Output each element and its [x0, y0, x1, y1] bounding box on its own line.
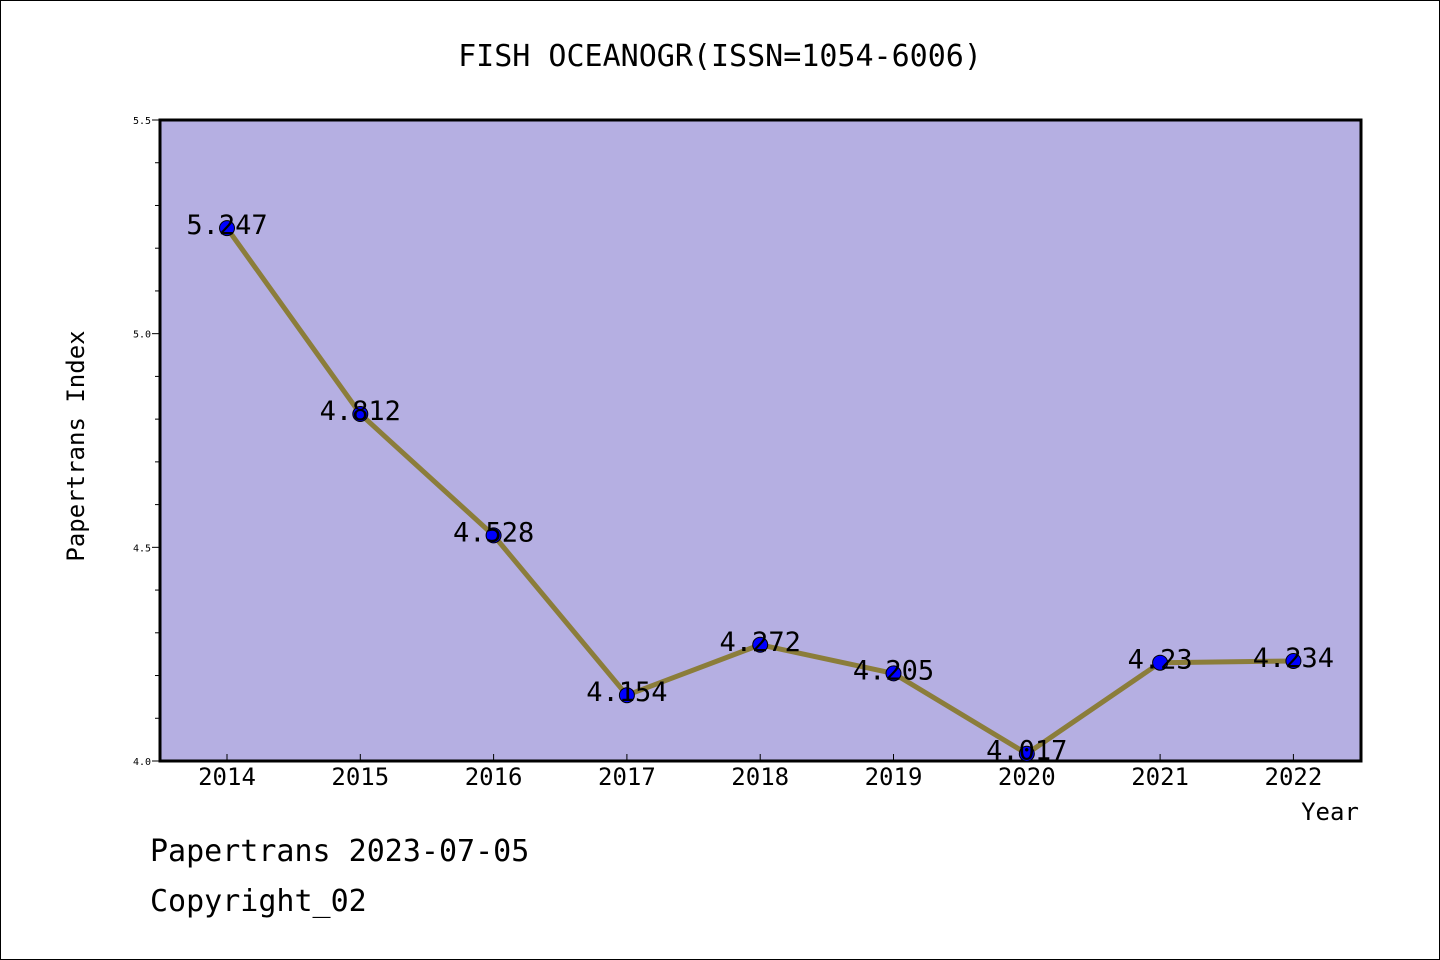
data-point [752, 636, 769, 653]
data-label: 4.154 [586, 677, 667, 708]
x-tick-label: 2017 [598, 763, 656, 791]
x-tick-label: 2016 [465, 763, 523, 791]
x-tick-label: 2020 [998, 763, 1056, 791]
x-tick-label: 2019 [865, 763, 923, 791]
data-point [618, 687, 635, 704]
data-label: 4.23 [1128, 645, 1193, 676]
data-label: 4.812 [320, 396, 401, 427]
data-label: 4.017 [986, 736, 1067, 767]
y-axis-label: Papertrans Index [62, 330, 90, 561]
y-axis: 4.0 4.5 5.0 5.5 [133, 116, 160, 768]
data-label: 4.205 [853, 655, 934, 686]
data-point [885, 665, 902, 682]
series-markers [219, 220, 1302, 762]
x-axis-label: Year [1301, 798, 1359, 826]
x-tick-label: 2021 [1131, 763, 1189, 791]
data-label: 4.272 [720, 627, 801, 658]
data-point [1152, 654, 1169, 671]
data-point [352, 406, 369, 423]
x-tick-label: 2018 [731, 763, 789, 791]
data-point [485, 527, 502, 544]
x-axis: 2014 2015 2016 2017 2018 2019 2020 2021 2022 [198, 754, 1322, 791]
data-point [1018, 745, 1035, 762]
chart-title: FISH OCEANOGR(ISSN=1054-6006) [458, 39, 982, 74]
y-tick-label: 5.0 [133, 330, 151, 341]
data-label: 5.247 [186, 210, 267, 241]
x-tick-label: 2015 [331, 763, 389, 791]
x-tick-label: 2014 [198, 763, 256, 791]
data-point [219, 220, 235, 237]
y-tick-label: 5.5 [133, 116, 151, 127]
data-label: 4.528 [453, 517, 534, 548]
footer-copyright: Copyright_02 [150, 884, 367, 919]
data-point [1285, 653, 1302, 670]
footer-date: Papertrans 2023-07-05 [150, 834, 530, 869]
y-tick-label: 4.0 [133, 757, 151, 768]
plot-area [158, 118, 1363, 763]
y-tick-label: 4.5 [133, 543, 151, 554]
x-tick-label: 2022 [1265, 763, 1323, 791]
data-label: 4.234 [1253, 643, 1334, 674]
